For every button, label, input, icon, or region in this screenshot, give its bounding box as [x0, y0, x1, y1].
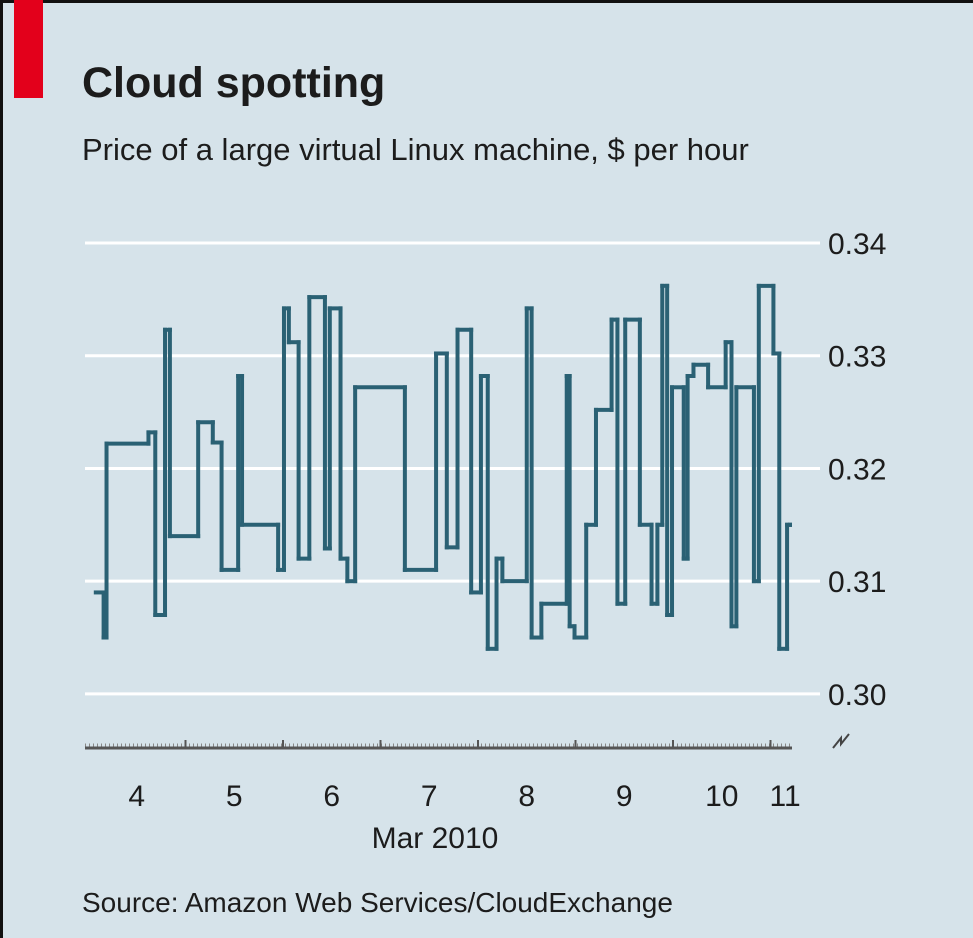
- x-axis: 4 5 6 7 8 9 10 11: [85, 733, 850, 813]
- left-border: [0, 0, 3, 938]
- x-tick-label: 5: [226, 780, 243, 813]
- y-tick-label: 0.34: [828, 228, 886, 261]
- grid: 0.30 0.31 0.32 0.33 0.34: [85, 228, 886, 712]
- x-tick-label: 6: [323, 780, 340, 813]
- axis-break: [832, 733, 850, 749]
- source-note: Source: Amazon Web Services/CloudExchang…: [82, 887, 673, 918]
- red-tag: [14, 0, 43, 98]
- y-tick-label: 0.33: [828, 341, 886, 374]
- x-axis-label: Mar 2010: [372, 822, 499, 855]
- y-tick-label: 0.30: [828, 679, 886, 712]
- chart-title: Cloud spotting: [82, 59, 385, 107]
- x-tick-label: 8: [518, 780, 535, 813]
- x-tick-label: 7: [421, 780, 438, 813]
- chart-subtitle: Price of a large virtual Linux machine, …: [82, 132, 749, 167]
- y-tick-label: 0.31: [828, 566, 886, 599]
- x-tick-label: 11: [770, 780, 801, 813]
- x-tick-label: 10: [705, 780, 738, 813]
- top-border: [0, 0, 973, 3]
- series: [93, 283, 792, 651]
- y-tick-label: 0.32: [828, 453, 886, 486]
- x-tick-label: 4: [128, 780, 145, 813]
- x-tick-label: 9: [616, 780, 633, 813]
